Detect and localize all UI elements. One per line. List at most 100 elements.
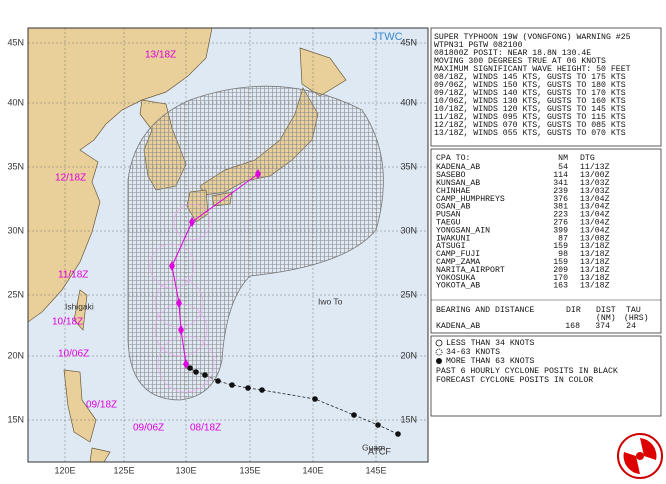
warning-line: 081800Z POSIT: NEAR 18.8N 130.4E bbox=[434, 49, 591, 58]
cpa-cell: 341 bbox=[553, 179, 568, 188]
forecast-position bbox=[169, 261, 175, 271]
cpa-cell: SASEBO bbox=[436, 171, 466, 180]
cpa-cell: CHINHAE bbox=[436, 187, 470, 196]
bearing-cell: KADENA_AB bbox=[436, 322, 480, 331]
cpa-cell: CAMP_FUJI bbox=[436, 250, 480, 259]
cpa-cell: 376 bbox=[553, 195, 568, 204]
wind-radius bbox=[173, 203, 211, 241]
warning-line: WTPN31 PGTW 082100 bbox=[434, 41, 523, 50]
cpa-cell: 13/18Z bbox=[580, 273, 610, 283]
cpa-cell: 13/18Z bbox=[580, 265, 610, 275]
forecast-position bbox=[255, 169, 261, 179]
lon-label: 120E bbox=[54, 465, 75, 475]
lat-label: 20N bbox=[400, 350, 417, 360]
forecast-position bbox=[189, 217, 195, 227]
cpa-cell: 54 bbox=[558, 163, 568, 172]
cpa-header: DTG bbox=[580, 154, 595, 163]
past-position bbox=[395, 431, 401, 437]
cpa-cell: 13/04Z bbox=[580, 194, 610, 204]
land-taiwan bbox=[73, 289, 88, 331]
cpa-cell: 170 bbox=[553, 274, 568, 283]
forecast-time-label: 11/18Z bbox=[58, 270, 88, 281]
past-position bbox=[202, 372, 208, 378]
lat-label: 30N bbox=[400, 225, 417, 235]
wind-radius bbox=[154, 278, 204, 328]
bearing-cell: 24 bbox=[626, 322, 636, 331]
lat-label: 45N bbox=[7, 37, 24, 47]
lat-label: 15N bbox=[400, 414, 417, 424]
bearing-header: DIST bbox=[596, 306, 616, 315]
past-position bbox=[215, 378, 221, 384]
lon-label: 130E bbox=[175, 465, 196, 475]
cpa-cell: 163 bbox=[553, 282, 568, 291]
forecast-time-label: 09/18Z bbox=[86, 400, 117, 411]
forecast-time-label: 13/18Z bbox=[145, 50, 176, 61]
cpa-header: NM bbox=[558, 154, 568, 163]
past-position bbox=[193, 369, 199, 375]
warning-line: 10/18Z, WINDS 120 KTS, GUSTS TO 145 KTS bbox=[434, 104, 626, 114]
cpa-cell: IWAKUNI bbox=[436, 234, 470, 243]
forecast-position bbox=[178, 325, 184, 335]
cpa-cell: 399 bbox=[553, 226, 568, 235]
cpa-cell: 13/03Z bbox=[580, 186, 610, 196]
forecast-track-line bbox=[171, 173, 259, 365]
cpa-cell: 276 bbox=[553, 218, 568, 227]
cpa-cell: KADENA_AB bbox=[436, 163, 480, 172]
land-china bbox=[28, 28, 213, 323]
bearing-subheader: (HRS) bbox=[624, 313, 649, 323]
cpa-cell: PUSAN bbox=[436, 211, 461, 220]
track bbox=[149, 169, 401, 437]
legend-box bbox=[430, 335, 662, 417]
atcf-label: ATCF bbox=[368, 446, 391, 456]
cpa-header: CPA TO: bbox=[436, 154, 470, 163]
warning-line: 10/06Z, WINDS 130 KTS, GUSTS TO 160 KTS bbox=[434, 96, 626, 106]
cpa-cell: 223 bbox=[553, 211, 568, 220]
cpa-cell: 13/18Z bbox=[580, 249, 610, 259]
cpa-cell: 11/13Z bbox=[580, 162, 610, 172]
cpa-cell: 13/00Z bbox=[580, 170, 610, 180]
warning-line: MOVING 300 DEGREES TRUE AT 06 KNOTS bbox=[434, 57, 606, 66]
place-label: Iwo To bbox=[318, 296, 343, 306]
cpa-cell: 159 bbox=[553, 242, 568, 251]
past-position bbox=[312, 396, 318, 402]
cpa-cell: 13/04Z bbox=[580, 202, 610, 212]
past-position bbox=[375, 422, 381, 428]
cpa-cell: 13/04Z bbox=[580, 225, 610, 235]
cpa-cell: 13/18Z bbox=[580, 257, 610, 267]
graticule bbox=[28, 28, 428, 462]
warning-line: MAXIMUM SIGNIFICANT WAVE HEIGHT: 50 FEET bbox=[434, 65, 631, 74]
warning-line: 13/18Z, WINDS 055 KTS, GUSTS TO 070 KTS bbox=[434, 128, 626, 138]
lat-label: 40N bbox=[400, 97, 417, 107]
cpa-cell: CAMP_ZAMA bbox=[436, 258, 480, 267]
bearing-header: BEARING AND DISTANCE bbox=[436, 306, 534, 315]
land-hokkaido bbox=[299, 47, 347, 97]
warning-line: 09/18Z, WINDS 140 KTS, GUSTS TO 170 KTS bbox=[434, 88, 626, 98]
cpa-cell: 239 bbox=[553, 187, 568, 196]
past-position bbox=[245, 385, 251, 391]
lon-label: 145E bbox=[365, 465, 386, 475]
bearing-subheader: (NM) bbox=[596, 313, 616, 323]
cpa-cell: 209 bbox=[553, 266, 568, 275]
cpa-cell: TAEGU bbox=[436, 218, 461, 227]
warning-line: 08/18Z, WINDS 145 KTS, GUSTS TO 175 KTS bbox=[434, 72, 626, 82]
cpa-cell: 13/18Z bbox=[580, 281, 610, 291]
bearing-cell: 374 bbox=[595, 322, 610, 331]
cpa-cell: ATSUGI bbox=[436, 242, 466, 251]
past-position bbox=[187, 365, 193, 371]
legend-label: FORECAST CYCLONE POSITS IN COLOR bbox=[436, 376, 593, 385]
lat-label: 25N bbox=[7, 289, 24, 299]
past-position bbox=[259, 387, 265, 393]
legend-symbol bbox=[435, 339, 443, 347]
past-position bbox=[229, 382, 235, 388]
warning-line: 11/18Z, WINDS 095 KTS, GUSTS TO 115 KTS bbox=[434, 112, 626, 122]
cpa-cell: 159 bbox=[553, 258, 568, 267]
wind-radius bbox=[149, 243, 195, 289]
lat-label: 25N bbox=[400, 289, 417, 299]
cpa-cell: KUNSAN_AB bbox=[436, 179, 480, 188]
cpa-cell: 114 bbox=[553, 171, 568, 180]
cpa-cell: 13/18Z bbox=[580, 241, 610, 251]
lat-label: 15N bbox=[7, 414, 24, 424]
bearing-header: DIR bbox=[566, 306, 581, 315]
cpa-cell: 381 bbox=[553, 203, 568, 212]
